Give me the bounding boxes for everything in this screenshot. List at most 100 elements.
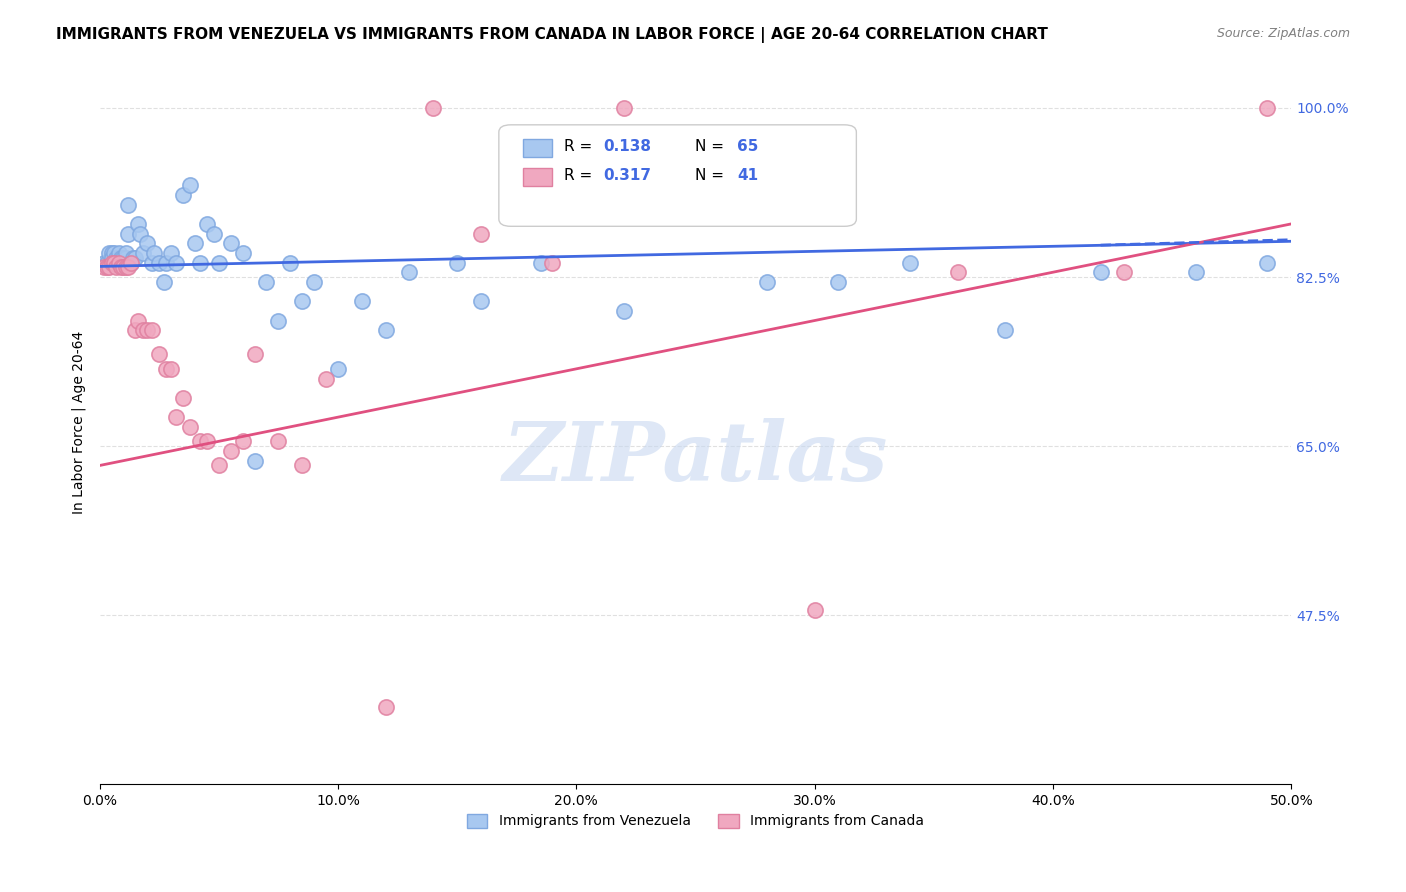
Point [105, 260, 128, 275]
Point [141, 323, 163, 337]
Point [127, 313, 149, 327]
Point [256, 275, 278, 289]
Point [117, 227, 139, 241]
Point [243, 453, 266, 467]
Point [96, 255, 118, 269]
Point [110, 255, 132, 269]
Point [110, 251, 132, 265]
Point [155, 255, 177, 269]
Point [302, 275, 325, 289]
Point [100, 251, 122, 265]
Point [291, 294, 314, 309]
Bar [523, 139, 553, 158]
Point [103, 245, 125, 260]
Point [100, 255, 122, 269]
Point [131, 245, 153, 260]
Point [136, 323, 159, 337]
Point [188, 255, 211, 269]
Point [107, 251, 129, 265]
Point [115, 251, 138, 265]
Point [291, 458, 314, 473]
Point [756, 275, 779, 289]
Point [446, 255, 468, 269]
Point [179, 420, 201, 434]
Point [422, 101, 444, 115]
Legend: Immigrants from Venezuela, Immigrants from Canada: Immigrants from Venezuela, Immigrants fr… [460, 806, 931, 836]
Point [470, 227, 492, 241]
Point [541, 255, 564, 269]
Point [141, 255, 163, 269]
Text: N =: N = [696, 139, 730, 154]
Point [350, 294, 373, 309]
Point [184, 236, 207, 251]
Point [96, 260, 118, 275]
Point [188, 434, 211, 449]
Point [219, 236, 242, 251]
Point [107, 255, 129, 269]
Point [105, 255, 128, 269]
Point [219, 444, 242, 458]
Point [129, 227, 152, 241]
Point [946, 265, 969, 279]
Point [115, 260, 138, 275]
Point [1114, 265, 1136, 279]
Text: IMMIGRANTS FROM VENEZUELA VS IMMIGRANTS FROM CANADA IN LABOR FORCE | AGE 20-64 C: IMMIGRANTS FROM VENEZUELA VS IMMIGRANTS … [56, 27, 1047, 43]
Point [172, 391, 194, 405]
Point [374, 323, 396, 337]
Point [803, 603, 825, 617]
Point [243, 347, 266, 361]
Point [117, 197, 139, 211]
Point [103, 255, 125, 269]
Point [827, 275, 849, 289]
Point [613, 304, 636, 318]
Point [315, 371, 337, 385]
Point [1090, 265, 1112, 279]
Point [115, 245, 138, 260]
Point [529, 255, 551, 269]
Point [122, 251, 145, 265]
Point [470, 294, 492, 309]
Point [107, 255, 129, 269]
Y-axis label: In Labor Force | Age 20-64: In Labor Force | Age 20-64 [72, 330, 86, 514]
Point [195, 434, 218, 449]
Text: N =: N = [696, 168, 730, 183]
Point [278, 255, 301, 269]
Point [112, 251, 135, 265]
Text: Source: ZipAtlas.com: Source: ZipAtlas.com [1216, 27, 1350, 40]
Point [1256, 255, 1278, 269]
Point [155, 362, 177, 376]
Point [994, 323, 1017, 337]
Point [105, 251, 128, 265]
Text: 65: 65 [737, 139, 759, 154]
Point [398, 265, 420, 279]
Point [103, 255, 125, 269]
Point [1185, 265, 1208, 279]
Point [232, 245, 254, 260]
Text: R =: R = [564, 168, 598, 183]
Point [267, 434, 290, 449]
Text: 0.317: 0.317 [603, 168, 652, 183]
Point [112, 255, 135, 269]
Point [208, 255, 231, 269]
Point [160, 362, 183, 376]
Point [1256, 101, 1278, 115]
Point [148, 255, 170, 269]
Point [143, 245, 166, 260]
Point [131, 323, 153, 337]
Point [98, 245, 121, 260]
Point [232, 434, 254, 449]
Point [153, 275, 176, 289]
Point [685, 129, 707, 144]
FancyBboxPatch shape [499, 125, 856, 227]
Point [374, 700, 396, 714]
Point [179, 178, 201, 193]
Point [208, 458, 231, 473]
Point [136, 236, 159, 251]
Point [107, 245, 129, 260]
Point [117, 260, 139, 275]
Point [127, 217, 149, 231]
Point [100, 245, 122, 260]
Point [267, 313, 290, 327]
Point [98, 260, 121, 275]
Point [202, 227, 225, 241]
